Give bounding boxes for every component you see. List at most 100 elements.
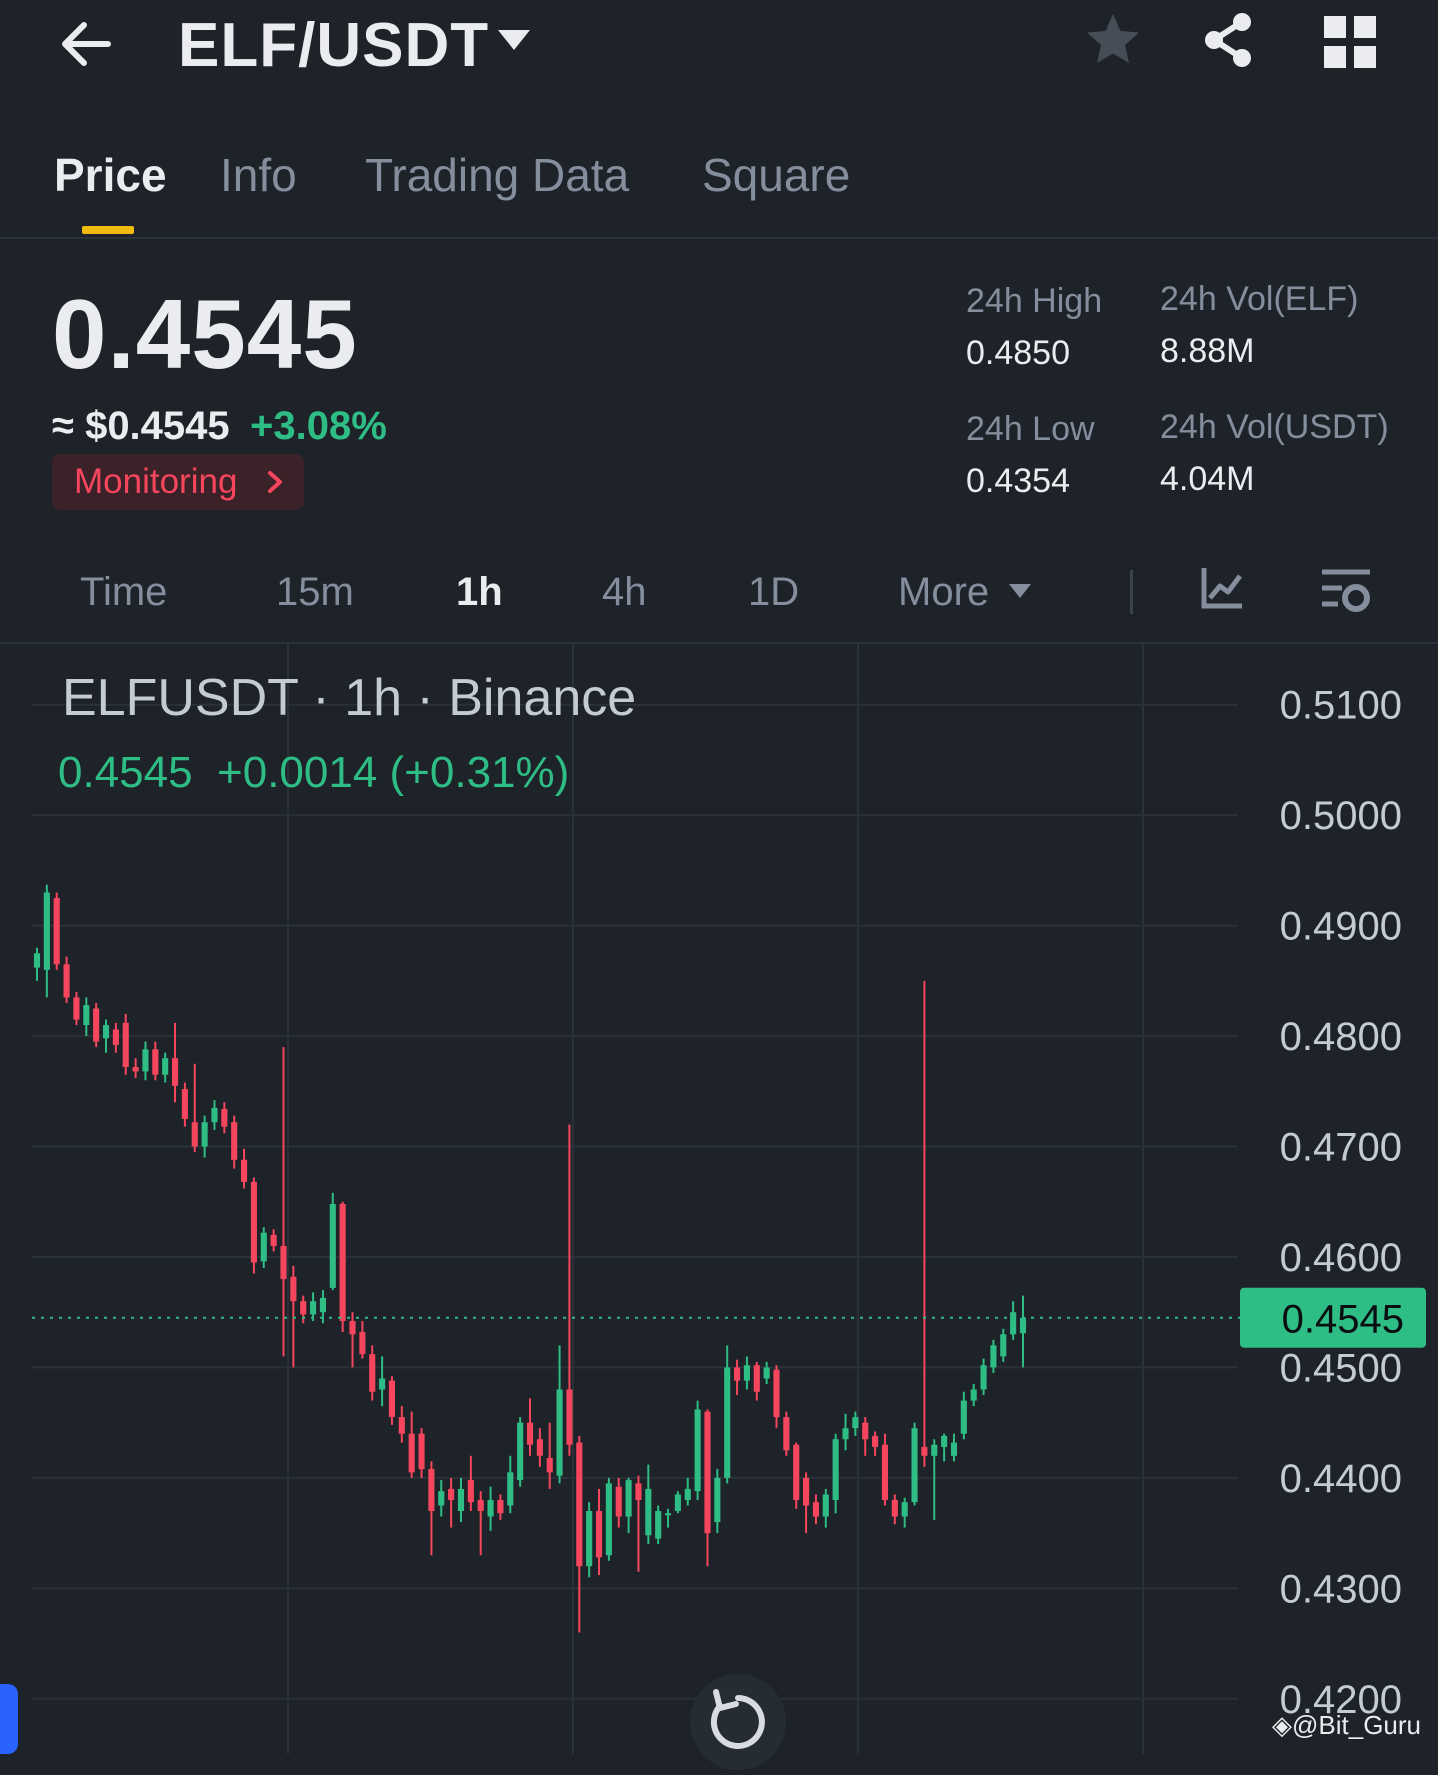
candle-body [980, 1365, 987, 1390]
candle [270, 1229, 277, 1252]
candle [595, 1488, 603, 1576]
candle [457, 1477, 465, 1523]
interval-more[interactable]: More [898, 570, 990, 614]
left-side-tab[interactable] [0, 1684, 18, 1754]
top-bar: ELF/USDT [0, 0, 1438, 90]
interval-1d[interactable]: 1D [748, 570, 800, 614]
candle [517, 1417, 524, 1487]
reset-chart-button[interactable] [690, 1674, 786, 1770]
candle-body [931, 1444, 938, 1456]
candle-body [941, 1435, 948, 1447]
tab-square[interactable]: Square [702, 149, 851, 201]
candle [822, 1488, 829, 1528]
candle [260, 1227, 267, 1269]
candle [132, 1058, 139, 1079]
candle-body [250, 1181, 257, 1263]
candle [369, 1345, 376, 1401]
candle-body [724, 1367, 731, 1478]
candle [339, 1201, 346, 1333]
candle [497, 1494, 504, 1520]
vol-elf-value: 8.88M [1160, 332, 1255, 370]
candle [803, 1472, 810, 1534]
candle [211, 1100, 218, 1130]
candle-body [694, 1409, 701, 1492]
y-tick-label: 0.4800 [1280, 1015, 1402, 1059]
candle [911, 1422, 918, 1506]
candle [83, 997, 90, 1037]
candle [73, 991, 80, 1026]
tab-trading-data[interactable]: Trading Data [365, 149, 630, 201]
candle [734, 1359, 741, 1396]
candle-body [852, 1417, 859, 1429]
candle [950, 1433, 958, 1462]
candle-body [1010, 1312, 1017, 1335]
interval-1h[interactable]: 1h [456, 570, 503, 614]
favorite-star-icon[interactable] [1083, 10, 1143, 70]
candle [812, 1494, 819, 1525]
candle-body [457, 1488, 465, 1512]
candle-body [881, 1444, 889, 1500]
candle [487, 1486, 494, 1531]
candle [241, 1148, 248, 1189]
candle-body [201, 1122, 208, 1147]
y-tick-label: 0.4600 [1280, 1236, 1402, 1280]
candle-body [674, 1494, 681, 1512]
candle [43, 884, 50, 998]
candle-body [310, 1301, 317, 1315]
candle [310, 1292, 317, 1322]
pair-title[interactable]: ELF/USDT [178, 11, 490, 80]
candlestick-chart[interactable]: 0.5100 0.5000 0.4900 0.4800 0.4700 0.4600 0.45… [0, 644, 1438, 1770]
candle-body [655, 1511, 662, 1539]
candle-body [428, 1469, 435, 1512]
interval-4h[interactable]: 4h [602, 570, 647, 614]
candle [655, 1505, 662, 1545]
candle-body [359, 1332, 366, 1355]
candle-body [487, 1499, 494, 1517]
candle [832, 1433, 839, 1514]
candle-body [467, 1480, 474, 1503]
candle [862, 1417, 869, 1456]
candle [546, 1422, 553, 1489]
candle [63, 956, 70, 1003]
candle [112, 1022, 119, 1053]
interval-time[interactable]: Time [80, 570, 168, 614]
chart-settings-icon[interactable] [1318, 564, 1374, 616]
candle [852, 1411, 859, 1436]
back-arrow-icon[interactable] [56, 14, 116, 74]
chevron-right-icon [268, 471, 282, 493]
main-tabs: Price Info Trading Data Square [0, 130, 1438, 239]
candle [891, 1494, 898, 1525]
candle [536, 1428, 543, 1467]
low-value: 0.4354 [966, 462, 1070, 500]
candle-body [566, 1389, 573, 1445]
candle [842, 1413, 849, 1451]
candle-body [822, 1494, 829, 1517]
pair-dropdown-icon[interactable] [496, 26, 532, 56]
candle [280, 1047, 287, 1357]
candle-body [221, 1108, 228, 1127]
monitoring-button[interactable]: Monitoring [52, 454, 304, 510]
y-tick-label: 0.4500 [1280, 1346, 1402, 1390]
interval-15m[interactable]: 15m [276, 570, 354, 614]
share-icon[interactable] [1198, 10, 1258, 70]
candle-body [734, 1367, 741, 1381]
chart-canvas[interactable]: 0.5100 0.5000 0.4900 0.4800 0.4700 0.4600 0.45… [0, 644, 1438, 1754]
candle-body [132, 1067, 139, 1072]
candle [1010, 1301, 1017, 1340]
low-label: 24h Low [966, 410, 1095, 448]
grid-menu-icon[interactable] [1322, 14, 1378, 70]
candle-body [152, 1049, 159, 1075]
candle-body [586, 1511, 593, 1567]
chart-quote: 0.4545 +0.0014 (+0.31%) [58, 748, 570, 797]
candle [162, 1052, 169, 1083]
candle [783, 1411, 790, 1456]
more-dropdown-icon[interactable] [1008, 582, 1032, 600]
candle-body [477, 1499, 484, 1512]
tab-info[interactable]: Info [220, 149, 297, 201]
candle-body [388, 1380, 396, 1418]
tab-price[interactable]: Price [54, 149, 167, 201]
candle-body [438, 1491, 445, 1506]
candle [753, 1361, 760, 1401]
interval-divider [1130, 570, 1133, 614]
indicator-chart-icon[interactable] [1198, 564, 1246, 612]
